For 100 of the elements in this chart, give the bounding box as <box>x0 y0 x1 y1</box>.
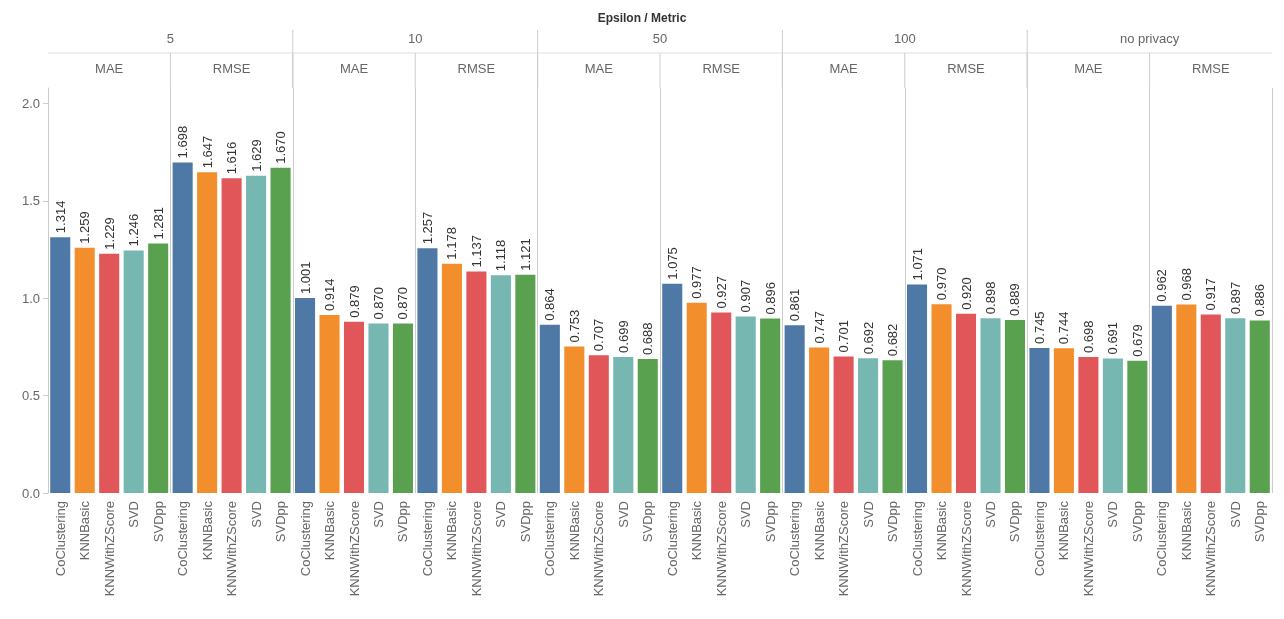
data-label: 1.314 <box>52 200 68 234</box>
data-label: 1.647 <box>199 135 215 169</box>
bar <box>417 248 438 493</box>
x-tick-label: CoClustering <box>1154 501 1170 577</box>
x-tick-label: KNNWithZScore <box>346 501 362 597</box>
bar <box>1151 305 1172 493</box>
bar <box>515 274 536 493</box>
x-tick-label: SVD <box>1227 501 1243 528</box>
data-label: 0.692 <box>860 321 876 355</box>
bar <box>980 318 1001 493</box>
x-tick-label: KNNWithZScore <box>101 501 117 597</box>
x-tick-label: KNNWithZScore <box>468 501 484 597</box>
x-tick-label: KNNWithZScore <box>1203 501 1219 597</box>
bar <box>539 324 560 493</box>
data-label: 1.257 <box>419 211 435 245</box>
x-tick-label: KNNBasic <box>322 500 338 561</box>
bar <box>1053 348 1074 493</box>
x-tick-label: KNNBasic <box>1178 500 1194 561</box>
data-label: 0.691 <box>1105 321 1121 355</box>
x-tick-label: SVD <box>615 501 631 528</box>
y-tick-label: 0.0 <box>21 485 40 501</box>
bar <box>760 318 781 493</box>
bar <box>711 312 732 493</box>
bar <box>246 175 267 493</box>
x-tick-label: SVDpp <box>517 501 533 543</box>
data-label: 0.870 <box>370 287 386 320</box>
x-tick-label: KNNBasic <box>77 500 93 561</box>
data-label: 1.281 <box>150 207 166 240</box>
bar <box>931 304 952 493</box>
data-label: 1.001 <box>297 261 313 295</box>
bar <box>343 321 365 493</box>
y-tick-label: 1.5 <box>21 193 40 209</box>
bar <box>735 316 756 493</box>
x-tick-label: SVD <box>493 501 509 528</box>
x-tick-label: KNNBasic <box>689 500 705 561</box>
bar <box>1029 347 1050 493</box>
x-tick-label: SVDpp <box>395 501 411 543</box>
bar <box>809 347 830 493</box>
x-tick-label: CoClustering <box>909 501 925 577</box>
data-label: 0.927 <box>713 275 729 309</box>
bar <box>148 243 169 493</box>
x-tick-label: CoClustering <box>175 501 191 577</box>
data-label: 1.121 <box>517 238 533 271</box>
text: MAE <box>829 60 859 76</box>
bar <box>662 283 683 493</box>
text: 5 <box>166 30 175 46</box>
x-tick-label: KNNBasic <box>566 500 582 561</box>
data-label: 1.259 <box>77 211 93 244</box>
x-tick-label: SVD <box>248 501 264 528</box>
text: MAE <box>339 60 369 76</box>
x-tick-label: CoClustering <box>664 501 680 577</box>
x-tick-label: CoClustering <box>542 501 558 577</box>
data-label: 1.071 <box>909 247 925 281</box>
data-label: 0.917 <box>1203 277 1219 311</box>
x-tick-label: SVDpp <box>762 501 778 543</box>
data-label: 0.907 <box>738 279 754 313</box>
x-tick-label: KNNWithZScore <box>713 501 729 597</box>
text: MAE <box>584 60 614 76</box>
x-tick-label: SVD <box>370 501 386 528</box>
data-label: 0.744 <box>1056 311 1072 345</box>
data-label: 0.879 <box>346 285 362 318</box>
bar <box>1176 304 1197 493</box>
bar <box>295 298 316 493</box>
x-tick-label: SVDpp <box>885 501 901 543</box>
x-tick-label: CoClustering <box>1031 501 1047 577</box>
data-label: 0.753 <box>566 309 582 343</box>
x-tick-label: KNNBasic <box>444 500 460 561</box>
text: RMSE <box>1192 60 1230 76</box>
data-label: 1.118 <box>493 239 509 272</box>
x-tick-label: SVD <box>738 501 754 528</box>
data-label: 0.698 <box>1080 320 1096 354</box>
x-tick-label: KNNWithZScore <box>1080 501 1096 597</box>
x-tick-label: SVD <box>860 501 876 528</box>
data-label: 1.670 <box>273 131 289 164</box>
data-label: 0.968 <box>1178 267 1194 301</box>
text: MAE <box>1074 60 1103 76</box>
y-tick-label: 0.5 <box>21 388 40 404</box>
bar <box>1225 318 1246 493</box>
bar <box>490 275 511 493</box>
text: 50 <box>652 30 668 46</box>
bar <box>784 325 805 493</box>
chart-title: Epsilon / Metric <box>597 11 687 25</box>
bar <box>637 359 658 493</box>
data-label: 0.970 <box>934 267 950 301</box>
x-tick-label: SVDpp <box>273 501 289 543</box>
bar <box>1078 357 1099 493</box>
x-tick-label: CoClustering <box>52 501 68 577</box>
text: RMSE <box>702 60 741 76</box>
bar <box>833 356 854 493</box>
text: RMSE <box>947 60 986 76</box>
data-label: 0.898 <box>982 281 998 315</box>
x-tick-label: KNNBasic <box>811 500 827 561</box>
text: 10 <box>407 30 423 46</box>
x-tick-label: SVDpp <box>640 501 656 543</box>
bar <box>955 313 977 493</box>
x-tick-label: KNNWithZScore <box>224 501 240 597</box>
x-tick-label: SVDpp <box>1129 501 1145 543</box>
bar <box>466 271 487 493</box>
data-label: 0.699 <box>615 320 631 353</box>
x-tick-label: CoClustering <box>297 501 313 577</box>
